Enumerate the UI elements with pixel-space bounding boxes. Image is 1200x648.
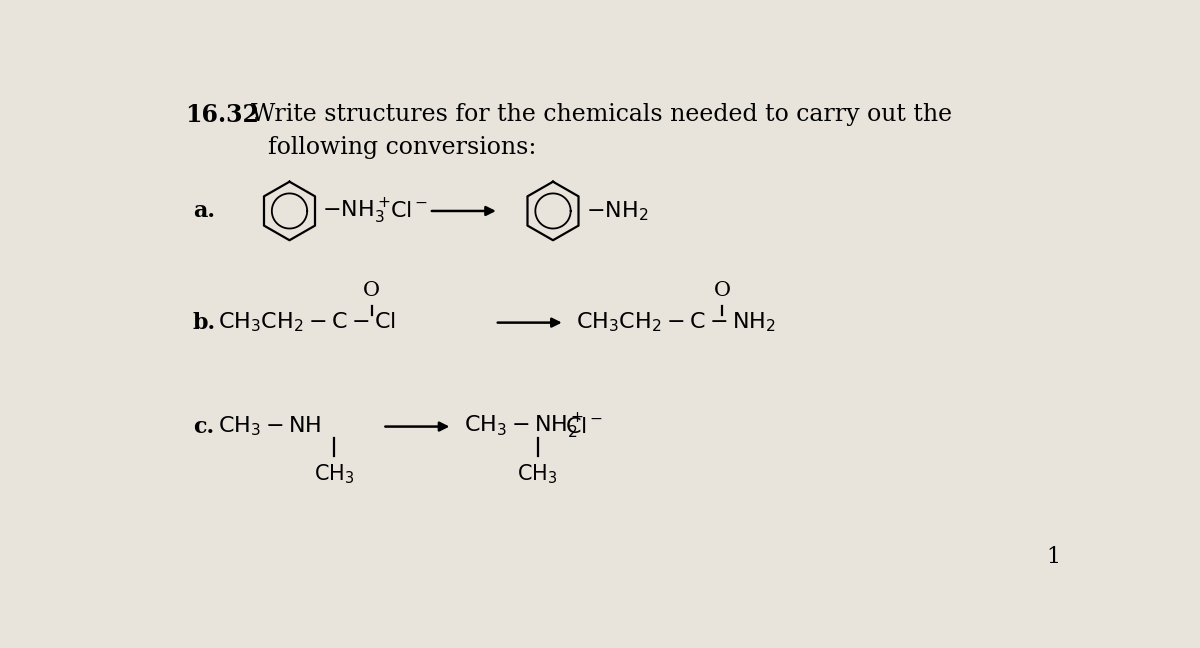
- Text: a.: a.: [193, 200, 215, 222]
- Text: $-\mathrm{NH_3^+}$: $-\mathrm{NH_3^+}$: [322, 196, 391, 226]
- Text: $\mathrm{CH_3}$: $\mathrm{CH_3}$: [314, 463, 355, 486]
- Text: $\mathrm{Cl^-}$: $\mathrm{Cl^-}$: [390, 200, 428, 222]
- Text: $\mathrm{CH_3-NH}$: $\mathrm{CH_3-NH}$: [218, 415, 320, 438]
- Text: Write structures for the chemicals needed to carry out the: Write structures for the chemicals neede…: [251, 103, 952, 126]
- Text: $-\mathrm{NH_2}$: $-\mathrm{NH_2}$: [586, 199, 648, 223]
- Text: following conversions:: following conversions:: [268, 136, 536, 159]
- Text: c.: c.: [193, 415, 214, 437]
- Text: 16.32: 16.32: [185, 103, 259, 127]
- Text: $\mathrm{CH_3CH_2-C-Cl}$: $\mathrm{CH_3CH_2-C-Cl}$: [218, 311, 396, 334]
- Text: b.: b.: [193, 312, 216, 334]
- Text: O: O: [714, 281, 731, 300]
- Text: $\mathrm{CH_3-NH_2^+}$: $\mathrm{CH_3-NH_2^+}$: [464, 412, 584, 441]
- Text: 1: 1: [1046, 546, 1061, 568]
- Text: $\mathrm{CH_3}$: $\mathrm{CH_3}$: [517, 463, 558, 486]
- Text: O: O: [364, 281, 380, 300]
- Text: $\mathrm{CH_3CH_2-C-NH_2}$: $\mathrm{CH_3CH_2-C-NH_2}$: [576, 311, 776, 334]
- Text: $\mathrm{Cl^-}$: $\mathrm{Cl^-}$: [565, 415, 602, 437]
